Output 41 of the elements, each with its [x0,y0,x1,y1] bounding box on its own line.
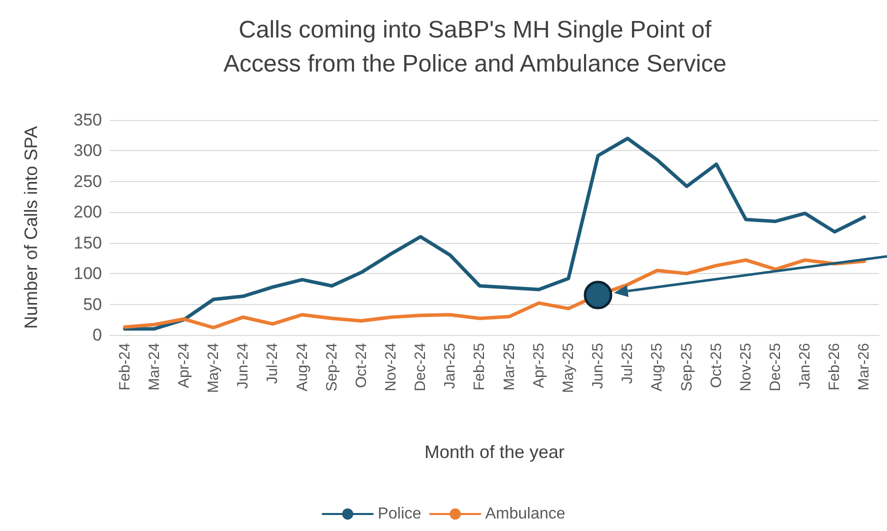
x-tick-label: Feb-24 [116,343,134,391]
x-tick-label: Jun-24 [234,343,252,389]
x-tick-label: Apr-24 [175,343,192,388]
x-tick-label: Nov-24 [382,343,400,392]
y-axis-title: Number of Calls into SPA [21,126,41,329]
y-tick-label: 100 [74,264,102,284]
line-series [123,258,866,330]
x-tick-label: Jun-25 [590,343,607,389]
x-tick-label: Jul-25 [619,343,636,384]
x-tick-label: Sep-24 [323,343,340,392]
y-tick-label: 350 [74,110,102,130]
x-tick-label: Oct-24 [352,343,370,388]
x-tick-label: Jan-26 [796,343,814,389]
legend-label: Police [378,506,422,522]
x-tick-label: Dec-25 [766,343,784,392]
x-tick-label: Mar-25 [500,343,518,391]
x-tick-label: Jan-25 [442,343,459,389]
x-tick-label: Mar-26 [856,343,873,391]
x-axis-title: Month of the year [424,442,565,462]
x-tick-label: Nov-25 [737,343,754,392]
chart-title: Calls coming into SaBP's MH Single Point of Access from the Police and Ambulance Service [224,16,726,78]
line-series [123,136,866,331]
x-tick-label: Oct-25 [708,343,725,388]
x-tick-label: Aug-24 [294,343,311,392]
y-tick-label: 50 [83,294,102,314]
x-tick-label: Jul-24 [264,343,282,384]
x-tick-label: Dec-24 [412,343,430,392]
x-tick-label: Sep-25 [678,343,696,392]
y-tick-label: 0 [92,326,102,344]
x-tick-label: May-25 [560,343,577,394]
x-tick-label: May-24 [205,343,222,394]
x-tick-label: Aug-25 [648,343,666,392]
x-tick-label: Mar-24 [146,343,163,391]
x-tick-label: Feb-26 [826,343,844,391]
y-tick-label: 300 [74,141,102,160]
y-tick-label: 200 [74,202,102,222]
x-tick-label: Apr-25 [530,343,548,388]
legend-label: Ambulance [485,506,566,522]
y-tick-label: 250 [74,172,102,191]
x-tick-label: Feb-25 [471,343,488,391]
y-tick-label: 150 [74,233,102,252]
